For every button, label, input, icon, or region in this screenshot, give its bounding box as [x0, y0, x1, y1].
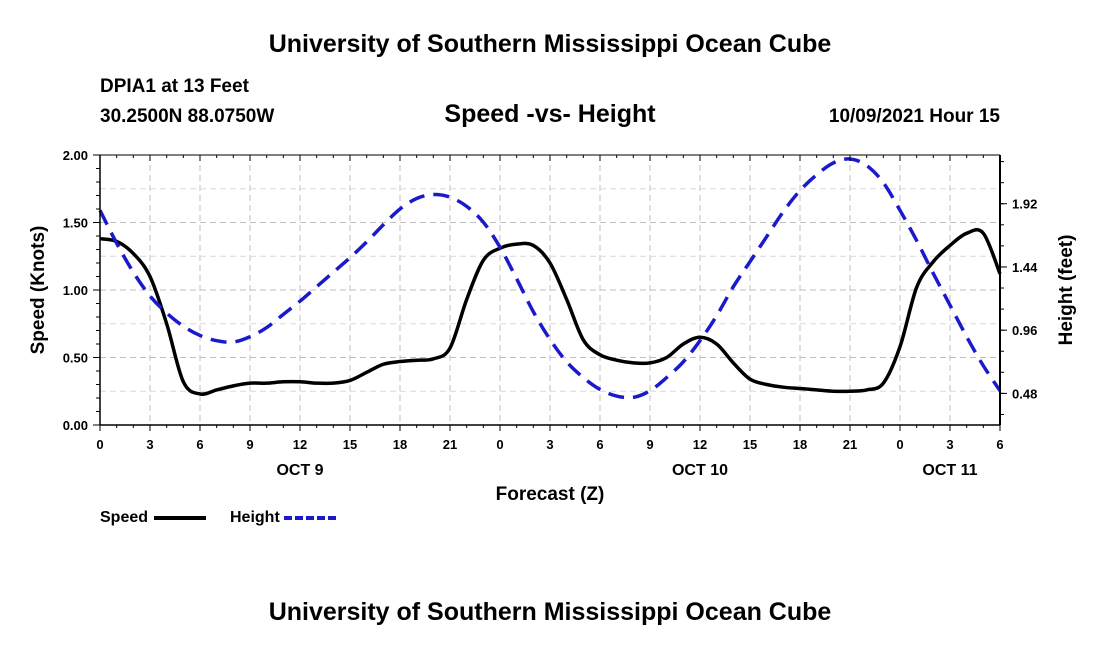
y-left-tick-label: 2.00 — [63, 148, 88, 163]
x-tick-label: 18 — [793, 437, 807, 452]
x-tick-label: 3 — [146, 437, 153, 452]
y-right-tick-label: 1.92 — [1012, 197, 1037, 212]
x-axis-title: Forecast (Z) — [496, 484, 605, 505]
station-label: DPIA1 at 13 Feet — [100, 76, 249, 97]
chart-subtitle: Speed -vs- Height — [444, 100, 656, 128]
x-tick-label: 9 — [646, 437, 653, 452]
chart-top-title: University of Southern Mississippi Ocean… — [268, 30, 832, 58]
legend-height: Height — [230, 509, 337, 527]
x-tick-label: 0 — [96, 437, 103, 452]
x-tick-label: 18 — [393, 437, 407, 452]
speed-series-line — [99, 228, 1002, 396]
x-day-label: OCT 11 — [922, 462, 977, 479]
y-left-tick-label: 0.50 — [63, 351, 88, 366]
grid-lines — [100, 155, 1000, 425]
axes — [93, 154, 1007, 431]
station-coordinates: 30.2500N 88.0750W — [100, 106, 275, 127]
legend-speed-label: Speed — [100, 509, 149, 526]
y-axis-right-title: Height (feet) — [1056, 235, 1077, 346]
y-right-tick-label: 0.48 — [1012, 386, 1037, 401]
forecast-datetime: 10/09/2021 Hour 15 — [828, 106, 1000, 127]
y-right-tick-label: 0.96 — [1012, 323, 1037, 338]
x-day-label: OCT 10 — [672, 462, 728, 479]
legend-height-swatch — [284, 515, 337, 520]
y-left-tick-label: 1.00 — [63, 283, 88, 298]
x-tick-label: 12 — [693, 437, 707, 452]
x-tick-label: 9 — [246, 437, 253, 452]
x-tick-label: 12 — [293, 437, 307, 452]
x-tick-label: 21 — [843, 437, 857, 452]
y-axis-left-title: Speed (Knots) — [28, 226, 49, 355]
x-tick-label: 15 — [343, 437, 357, 452]
legend-speed: Speed — [100, 509, 207, 527]
x-tick-label: 15 — [743, 437, 757, 452]
chart-bottom-title: University of Southern Mississippi Ocean… — [268, 598, 832, 626]
x-tick-label: 0 — [896, 437, 903, 452]
legend-height-label: Height — [230, 509, 280, 526]
y-left-tick-label: 0.00 — [63, 418, 88, 433]
x-tick-label: 6 — [196, 437, 203, 452]
y-right-tick-label: 1.44 — [1012, 260, 1038, 275]
y-left-tick-label: 1.50 — [63, 216, 88, 231]
x-tick-label: 21 — [443, 437, 457, 452]
legend-speed-swatch — [154, 515, 207, 520]
axis-labels: Forecast (Z) Speed (Knots) Height (feet)… — [28, 148, 1077, 505]
x-tick-label: 3 — [546, 437, 553, 452]
x-tick-label: 3 — [946, 437, 953, 452]
x-tick-label: 0 — [496, 437, 503, 452]
x-day-label: OCT 9 — [276, 462, 323, 479]
x-tick-label: 6 — [996, 437, 1003, 452]
x-tick-label: 6 — [596, 437, 603, 452]
